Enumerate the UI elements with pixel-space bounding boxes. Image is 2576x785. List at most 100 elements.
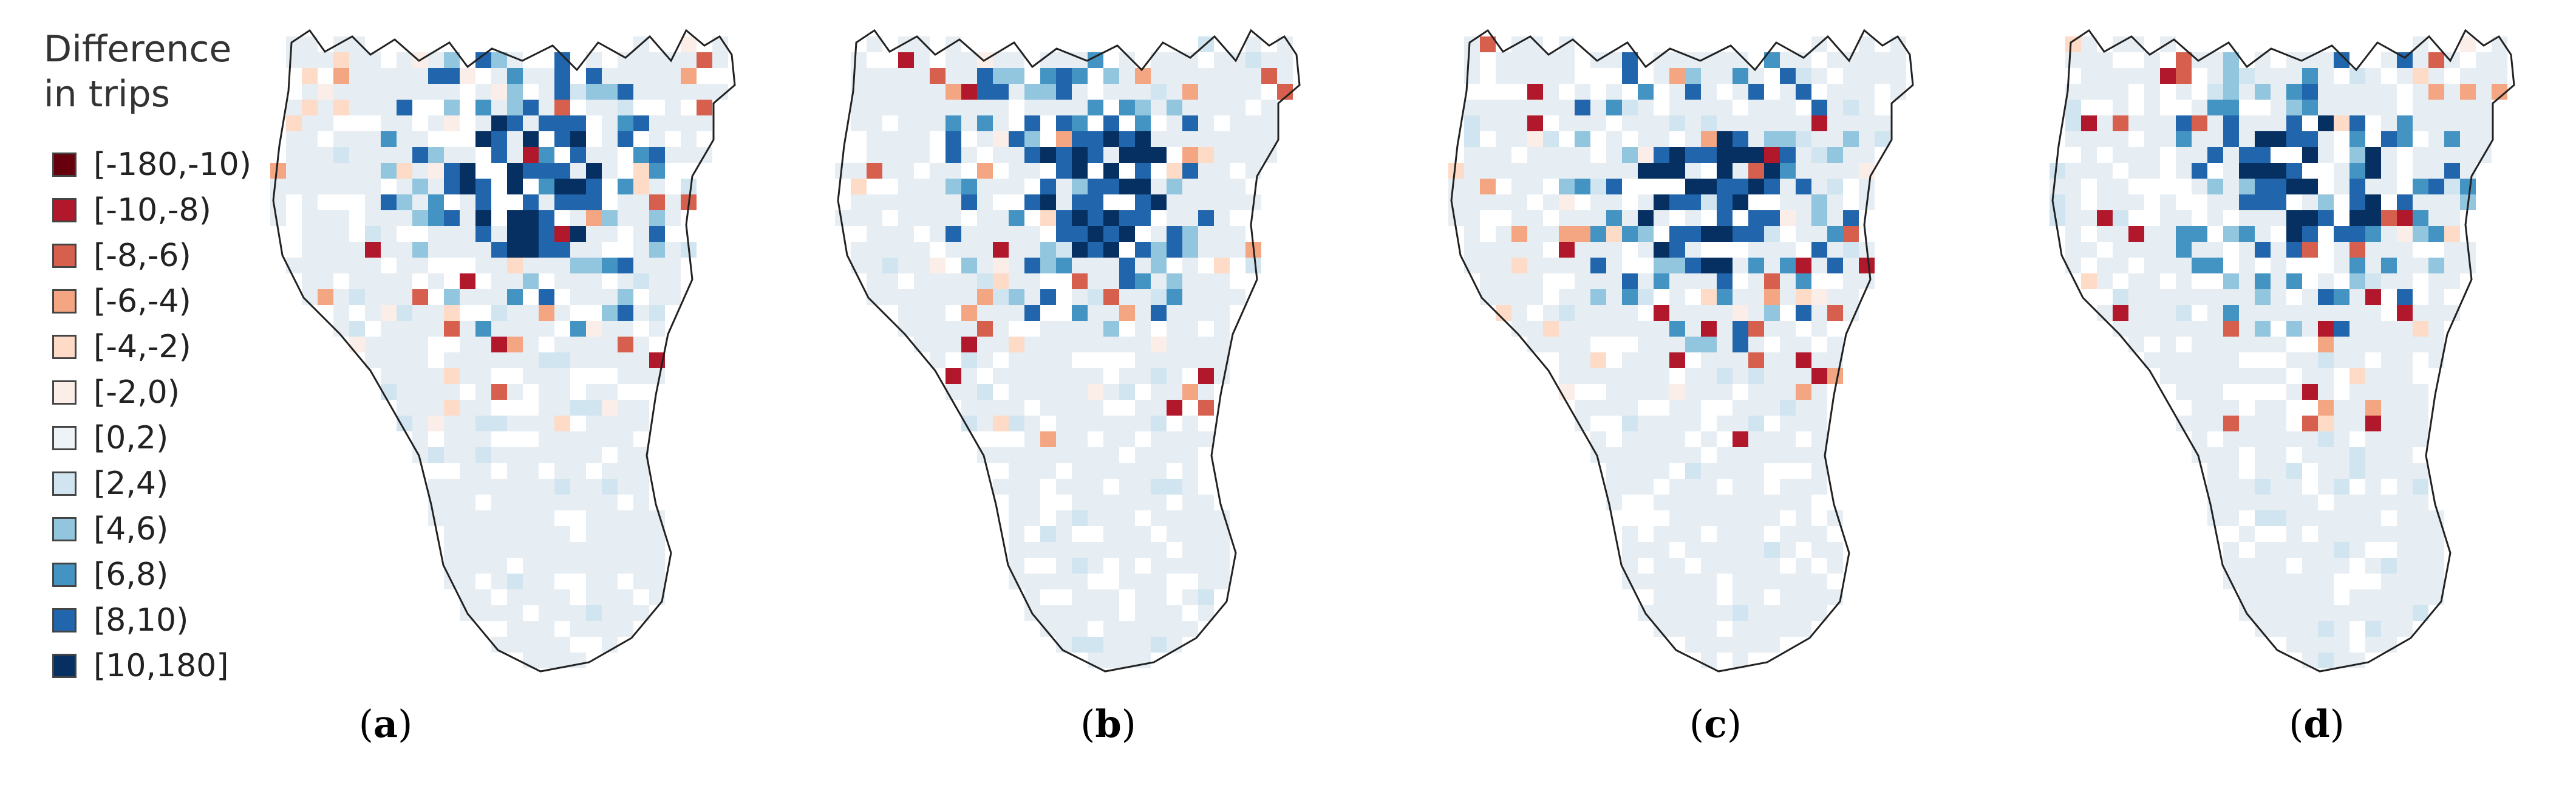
grid-cell (930, 337, 946, 352)
grid-cell (2192, 179, 2207, 194)
grid-cell (2271, 194, 2286, 210)
grid-cell (1748, 84, 1764, 100)
grid-cell (523, 621, 539, 637)
grid-cell (602, 210, 618, 226)
grid-cell (914, 52, 930, 68)
grid-cell (460, 210, 475, 226)
grid-cell (1056, 337, 1072, 352)
grid-cell (475, 352, 491, 368)
grid-cell (1654, 337, 1669, 352)
grid-cell (2239, 558, 2255, 574)
grid-cell (1575, 337, 1590, 352)
grid-cell (2176, 242, 2192, 258)
grid-cell (2160, 352, 2176, 368)
grid-cell (2286, 226, 2302, 242)
grid-cell (961, 352, 977, 368)
grid-cell (1103, 289, 1119, 305)
grid-cell (1575, 258, 1590, 273)
grid-cell (2097, 179, 2113, 194)
grid-cell (898, 147, 914, 163)
grid-cell (1764, 510, 1780, 526)
grid-cell (1056, 194, 1072, 210)
grid-cell (1685, 605, 1701, 621)
grid-cell (1009, 510, 1024, 526)
grid-cell (2113, 210, 2128, 226)
grid-cell (412, 431, 428, 447)
grid-cell (2460, 100, 2476, 115)
grid-cell (1088, 226, 1103, 242)
grid-cell (1496, 226, 1511, 242)
grid-cell (1135, 416, 1151, 431)
grid-cell (539, 431, 554, 447)
grid-cell (961, 258, 977, 273)
grid-cell (1654, 542, 1669, 558)
grid-cell (2476, 52, 2492, 68)
grid-cell (1024, 510, 1040, 526)
grid-cell (1890, 52, 1906, 68)
grid-cell (2176, 210, 2192, 226)
grid-cell (1859, 100, 1875, 115)
grid-cell (428, 115, 444, 131)
grid-cell (1511, 100, 1527, 115)
grid-cell (1119, 526, 1135, 542)
grid-cell (412, 416, 428, 431)
grid-cell (475, 589, 491, 605)
grid-cell (1072, 305, 1088, 321)
legend-label: [-2,0) (94, 374, 180, 411)
grid-cell (1685, 637, 1701, 653)
grid-cell (2223, 416, 2239, 431)
grid-cell (2302, 384, 2318, 400)
grid-cell (649, 68, 665, 84)
grid-cell (1622, 352, 1638, 368)
grid-cell (2223, 226, 2239, 242)
grid-cell (1072, 400, 1088, 416)
grid-cell (460, 479, 475, 495)
grid-cell (1448, 194, 1464, 210)
grid-cell (1198, 289, 1214, 305)
grid-cell (1748, 400, 1764, 416)
grid-cell (349, 100, 365, 115)
map-panel-c (1445, 18, 1992, 687)
grid-cell (1717, 542, 1733, 558)
grid-cell (867, 131, 882, 147)
grid-cell (586, 416, 602, 431)
grid-cell (1685, 226, 1701, 242)
grid-cell (1182, 558, 1198, 574)
grid-cell (1764, 605, 1780, 621)
grid-cell (633, 68, 649, 84)
grid-cell (993, 131, 1009, 147)
grid-cell (1843, 163, 1859, 179)
grid-cell (1103, 84, 1119, 100)
grid-cell (2271, 258, 2286, 273)
grid-cell (1748, 226, 1764, 242)
grid-cell (539, 400, 554, 416)
grid-cell (946, 131, 961, 147)
grid-cell (2476, 68, 2492, 84)
grid-cell (1796, 447, 1811, 463)
grid-cell (602, 289, 618, 305)
grid-cell (1167, 352, 1182, 368)
grid-cell (993, 242, 1009, 258)
grid-cell (2413, 52, 2428, 68)
grid-cell (1024, 495, 1040, 510)
grid-cell (554, 100, 570, 115)
grid-cell (1575, 305, 1590, 321)
grid-cell (460, 400, 475, 416)
grid-cell (1056, 605, 1072, 621)
grid-cell (2271, 163, 2286, 179)
grid-cell (2318, 289, 2334, 305)
grid-cell (1685, 447, 1701, 463)
grid-cell (412, 321, 428, 337)
grid-cell (1717, 100, 1733, 115)
grid-cell (1119, 463, 1135, 479)
grid-cell (1214, 210, 1230, 226)
grid-cell (1590, 210, 1606, 226)
grid-cell (2223, 305, 2239, 321)
grid-cell (1622, 289, 1638, 305)
grid-cell (2334, 621, 2349, 637)
grid-cell (1198, 337, 1214, 352)
boundary-outline (837, 29, 1301, 673)
grid-cell (2413, 384, 2428, 400)
grid-cell (2223, 542, 2239, 558)
grid-cell (2397, 400, 2413, 416)
